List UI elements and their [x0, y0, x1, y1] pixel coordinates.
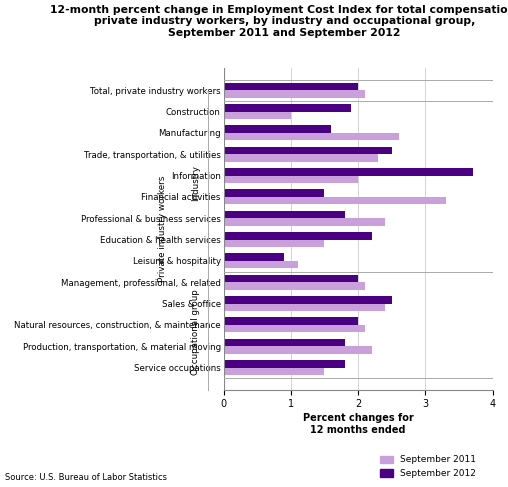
Bar — [224, 339, 344, 346]
Text: 12-month percent change in Employment Cost Index for total compensation,
private: 12-month percent change in Employment Co… — [50, 5, 508, 38]
Bar — [224, 240, 325, 247]
Bar — [224, 189, 325, 197]
Text: Industry: Industry — [191, 165, 200, 201]
Bar — [224, 325, 365, 332]
Text: Private industry workers: Private industry workers — [158, 176, 167, 282]
Bar — [224, 133, 398, 140]
Bar — [224, 303, 385, 311]
Bar — [224, 168, 472, 176]
Bar — [224, 154, 378, 162]
Bar — [224, 218, 385, 225]
Bar — [224, 346, 372, 354]
Bar — [224, 282, 365, 290]
X-axis label: Percent changes for
12 months ended: Percent changes for 12 months ended — [303, 413, 414, 435]
Bar — [224, 232, 372, 240]
Bar — [224, 368, 325, 375]
Bar — [224, 112, 291, 119]
Bar — [224, 90, 365, 98]
Bar — [224, 261, 298, 268]
Text: Occupational group: Occupational group — [191, 289, 200, 375]
Bar — [224, 176, 358, 183]
Bar — [224, 83, 358, 90]
Legend: September 2011, September 2012: September 2011, September 2012 — [376, 452, 480, 482]
Bar — [224, 126, 331, 133]
Bar — [224, 253, 284, 261]
Bar — [224, 197, 446, 205]
Bar — [224, 296, 392, 303]
Bar — [224, 211, 344, 218]
Bar — [224, 318, 358, 325]
Bar — [224, 360, 344, 368]
Bar — [224, 275, 358, 282]
Bar — [224, 104, 352, 112]
Text: Source: U.S. Bureau of Labor Statistics: Source: U.S. Bureau of Labor Statistics — [5, 473, 167, 482]
Bar — [224, 147, 392, 154]
